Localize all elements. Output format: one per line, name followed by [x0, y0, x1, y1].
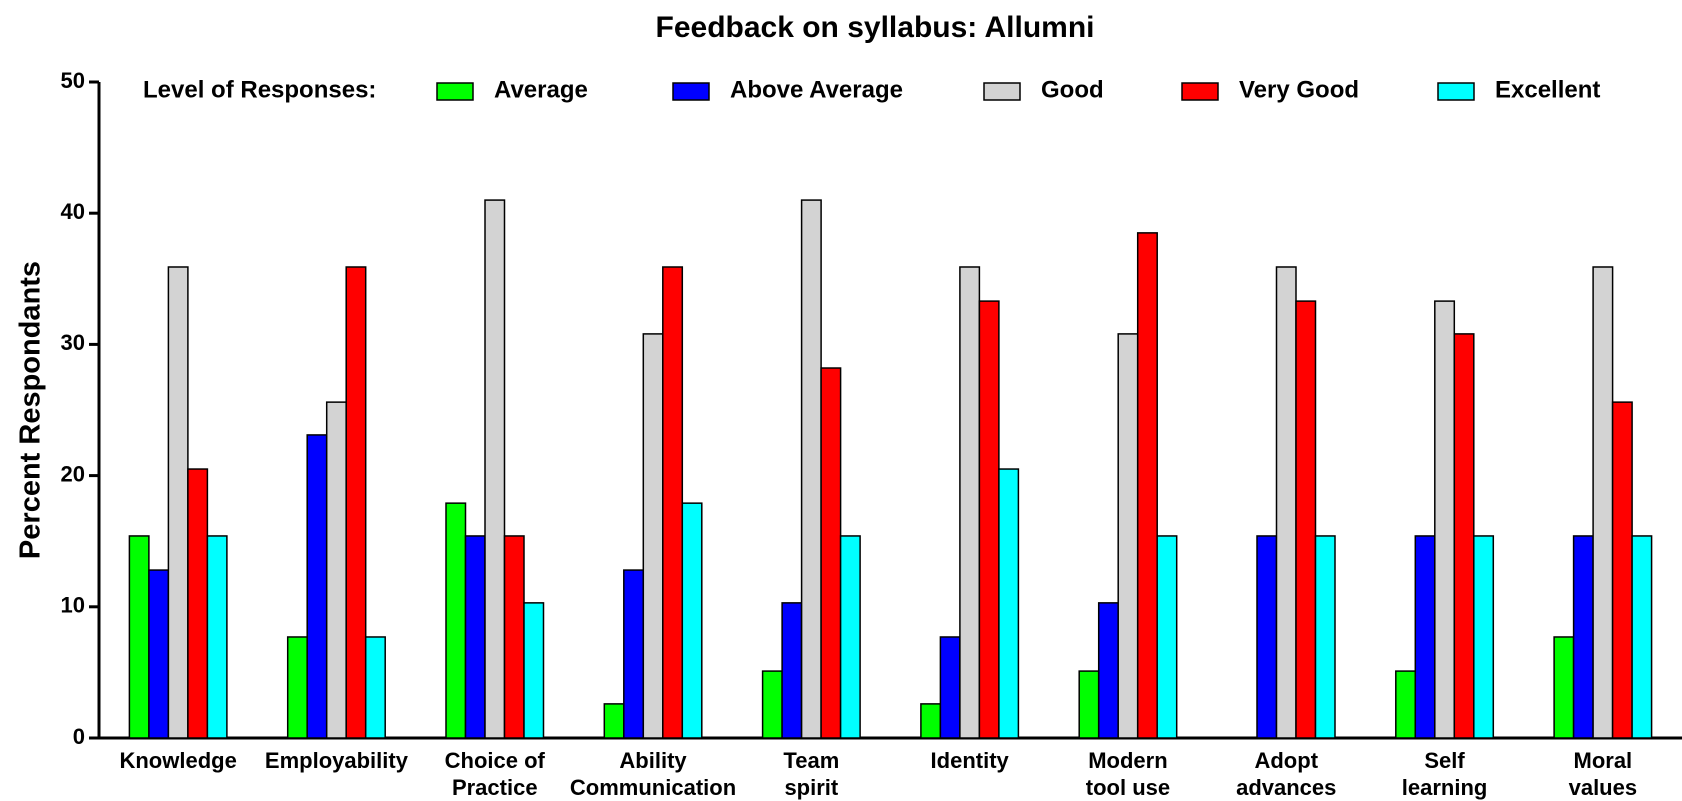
- x-tick-label: Choice of Practice: [445, 748, 546, 800]
- bar: [286, 636, 308, 739]
- x-tick-label: Employability: [265, 748, 409, 773]
- bar: [503, 535, 525, 739]
- legend-title: Level of Responses:: [143, 76, 376, 103]
- bar: [1592, 266, 1614, 739]
- legend-label: Above Average: [730, 76, 903, 103]
- bar: [761, 670, 783, 739]
- bar: [1295, 300, 1317, 739]
- x-tick-label: Team spirit: [783, 748, 839, 800]
- bar: [1453, 333, 1475, 739]
- bar: [1414, 535, 1436, 739]
- bar: [800, 199, 822, 739]
- x-tick-label: Identity: [931, 748, 1010, 773]
- x-tick-label: Moral values: [1569, 748, 1638, 800]
- bar: [1275, 266, 1297, 739]
- x-tick-label: Self learning: [1402, 748, 1488, 800]
- bar: [1395, 670, 1417, 739]
- bar: [1434, 300, 1456, 739]
- bar: [128, 535, 150, 739]
- bar: [1473, 535, 1495, 739]
- x-tick-label: Adopt advances: [1236, 748, 1336, 800]
- bar: [1136, 232, 1158, 739]
- bar: [662, 266, 684, 739]
- x-tick-label: Knowledge: [119, 748, 236, 773]
- bar: [603, 703, 625, 739]
- bar: [998, 468, 1020, 739]
- bar: [464, 535, 486, 739]
- y-tick-label: 30: [61, 330, 85, 355]
- y-tick-label: 0: [73, 724, 85, 749]
- bar: [978, 300, 1000, 739]
- bar: [1631, 535, 1653, 739]
- legend-swatch: [436, 82, 474, 101]
- x-tick-label: Ability Communication: [570, 748, 736, 800]
- bar: [781, 602, 803, 739]
- y-axis-label: Percent Respondants: [15, 261, 47, 559]
- bar: [345, 266, 367, 739]
- bar: [1611, 401, 1633, 739]
- bar: [364, 636, 386, 739]
- y-tick-label: 20: [61, 461, 85, 486]
- bar: [167, 266, 189, 739]
- legend-label: Excellent: [1495, 76, 1600, 103]
- bar: [1117, 333, 1139, 739]
- bar: [681, 502, 703, 739]
- y-tick-label: 50: [61, 68, 85, 93]
- bar: [1553, 636, 1575, 739]
- x-tick-label: Modern tool use: [1086, 748, 1170, 800]
- bar: [148, 569, 170, 739]
- bar: [959, 266, 981, 739]
- bar: [642, 333, 664, 739]
- bar: [623, 569, 645, 739]
- legend-label: Good: [1041, 76, 1104, 103]
- bar: [1572, 535, 1594, 739]
- legend-swatch: [672, 82, 710, 101]
- bar: [206, 535, 228, 739]
- bar: [445, 502, 467, 739]
- legend-swatch: [983, 82, 1021, 101]
- bar: [523, 602, 545, 739]
- bar: [1314, 535, 1336, 739]
- bar: [820, 367, 842, 739]
- y-tick-label: 40: [61, 199, 85, 224]
- bar: [839, 535, 861, 739]
- bar: [1156, 535, 1178, 739]
- bar: [325, 401, 347, 739]
- bar: [484, 199, 506, 739]
- legend-label: Average: [494, 76, 588, 103]
- bar: [1097, 602, 1119, 739]
- bar: [939, 636, 961, 739]
- bar: [1078, 670, 1100, 739]
- legend-label: Very Good: [1239, 76, 1359, 103]
- bar: [306, 434, 328, 739]
- legend-swatch: [1181, 82, 1219, 101]
- bar: [187, 468, 209, 739]
- bar: [1256, 535, 1278, 739]
- chart-title: Feedback on syllabus: Allumni: [656, 11, 1095, 44]
- y-tick-label: 10: [61, 593, 85, 618]
- legend-swatch: [1437, 82, 1475, 101]
- bar: [920, 703, 942, 739]
